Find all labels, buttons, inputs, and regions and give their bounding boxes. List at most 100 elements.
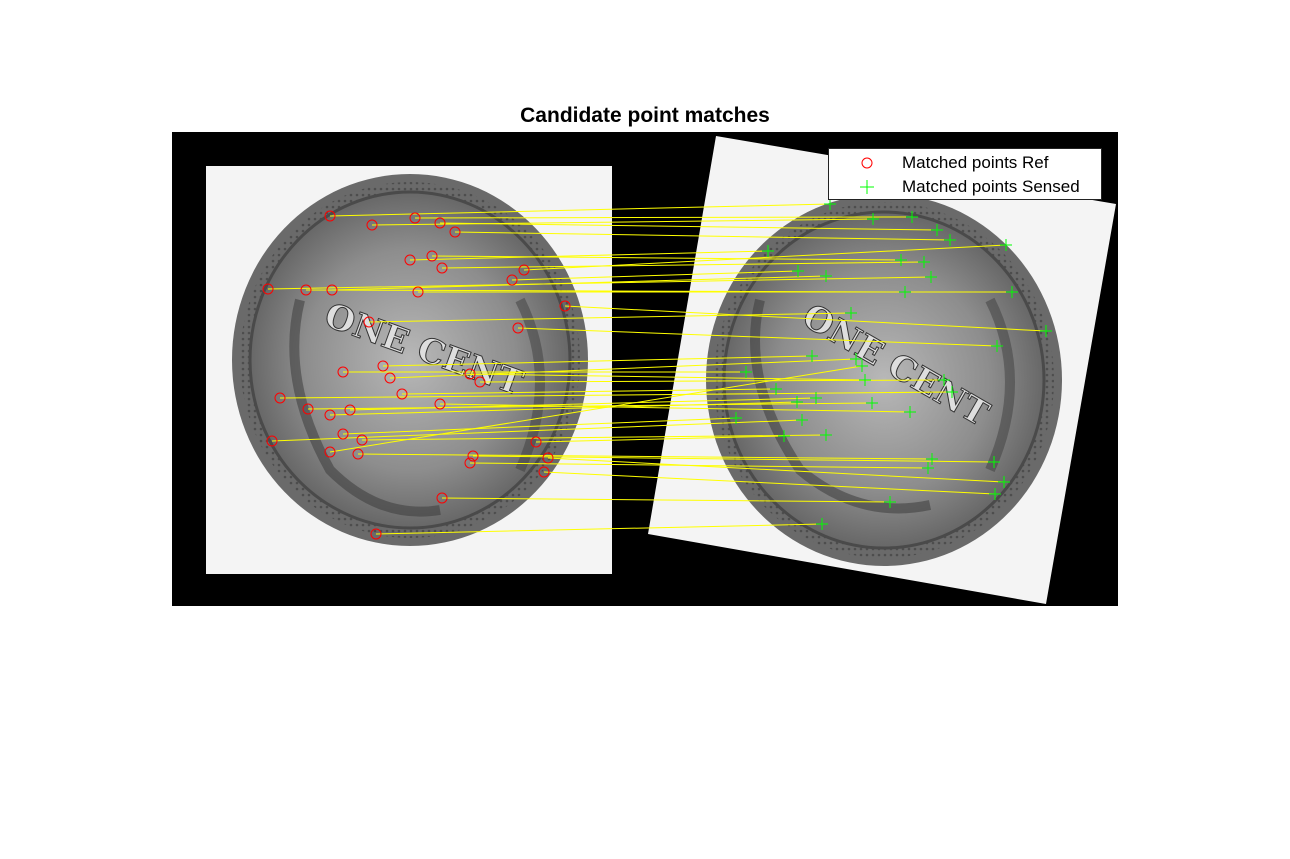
ref-point (434, 398, 446, 410)
ref-point (506, 274, 518, 286)
match-line (329, 401, 798, 416)
ref-point (464, 457, 476, 469)
sensed-point (988, 456, 1000, 468)
match-line (472, 455, 995, 463)
ref-point (324, 446, 336, 458)
ref-point (337, 428, 349, 440)
ref-point (464, 368, 476, 380)
match-line (441, 497, 891, 503)
match-line (368, 312, 852, 323)
match-line (564, 305, 1047, 332)
ref-image: ONE CENT (206, 166, 612, 574)
ref-point (426, 250, 438, 262)
match-line (349, 397, 817, 411)
match-line (342, 417, 737, 435)
sensed-point (850, 353, 862, 365)
ref-point (366, 219, 378, 231)
sensed-point (884, 496, 896, 508)
match-line (389, 358, 857, 379)
sensed-point (944, 234, 956, 246)
sensed-point (998, 476, 1010, 488)
legend-entry-ref: Matched points Ref (829, 151, 1101, 175)
ref-point (409, 212, 421, 224)
match-line (329, 203, 831, 217)
ref-point (396, 388, 408, 400)
sensed-point (938, 374, 950, 386)
ref-point (449, 226, 461, 238)
match-line (414, 216, 913, 219)
ref-point (384, 372, 396, 384)
ref-point (302, 403, 314, 415)
sensed-point (820, 270, 832, 282)
ref-point (474, 376, 486, 388)
match-line (409, 250, 769, 261)
ref-point (467, 450, 479, 462)
match-line (382, 355, 813, 367)
sensed-point (806, 350, 818, 362)
match-line (547, 457, 1005, 483)
ref-point (412, 286, 424, 298)
match-line (329, 365, 863, 453)
ref-point (337, 366, 349, 378)
sensed-point (816, 518, 828, 530)
ref-point (538, 466, 550, 478)
sensed-point (895, 254, 907, 266)
match-line (375, 523, 823, 535)
circle-marker-icon (861, 157, 873, 169)
ref-point (559, 300, 571, 312)
sensed-point (792, 265, 804, 277)
ref-point (377, 360, 389, 372)
sensed-point (824, 198, 836, 210)
legend-label-ref: Matched points Ref (902, 153, 1049, 172)
match-line (371, 218, 874, 226)
ref-point (363, 316, 375, 328)
ref-point (436, 492, 448, 504)
ref-point (326, 284, 338, 296)
sensed-point (820, 429, 832, 441)
sensed-point (991, 340, 1003, 352)
match-line (523, 244, 1007, 271)
ref-point (300, 284, 312, 296)
sensed-point (922, 462, 934, 474)
match-line (267, 276, 932, 290)
legend-entry-sensed: Matched points Sensed (829, 175, 1101, 199)
sensed-point (904, 406, 916, 418)
sensed-point (899, 286, 911, 298)
sensed-point (770, 383, 782, 395)
ref-point (370, 528, 382, 540)
sensed-point (1000, 239, 1012, 251)
sensed-point (925, 271, 937, 283)
sensed-point (931, 224, 943, 236)
match-line (271, 419, 803, 442)
ref-point (434, 217, 446, 229)
sensed-point (946, 386, 958, 398)
match-line (331, 275, 827, 291)
match-line (517, 327, 998, 347)
match-line (431, 255, 902, 261)
ref-point (518, 264, 530, 276)
chart-title: Candidate point matches (520, 104, 770, 127)
ref-point (512, 322, 524, 334)
match-line (439, 222, 938, 231)
sensed-point (989, 488, 1001, 500)
ref-point (344, 404, 356, 416)
sensed-point (1006, 286, 1018, 298)
match-line (454, 231, 951, 241)
ref-point (356, 434, 368, 446)
ref-point (542, 452, 554, 464)
sensed-point (730, 412, 742, 424)
sensed-point (867, 213, 879, 225)
ref-point (262, 283, 274, 295)
sensed-point (926, 453, 938, 465)
sensed-point (906, 211, 918, 223)
match-line (543, 471, 996, 495)
plus-marker-icon (860, 180, 874, 194)
legend-label-sensed: Matched points Sensed (902, 177, 1080, 196)
sensed-point (845, 307, 857, 319)
sensed-point (918, 256, 930, 268)
ref-point (274, 392, 286, 404)
sensed-point (796, 414, 808, 426)
sensed-point (810, 392, 822, 404)
ref-point (404, 254, 416, 266)
